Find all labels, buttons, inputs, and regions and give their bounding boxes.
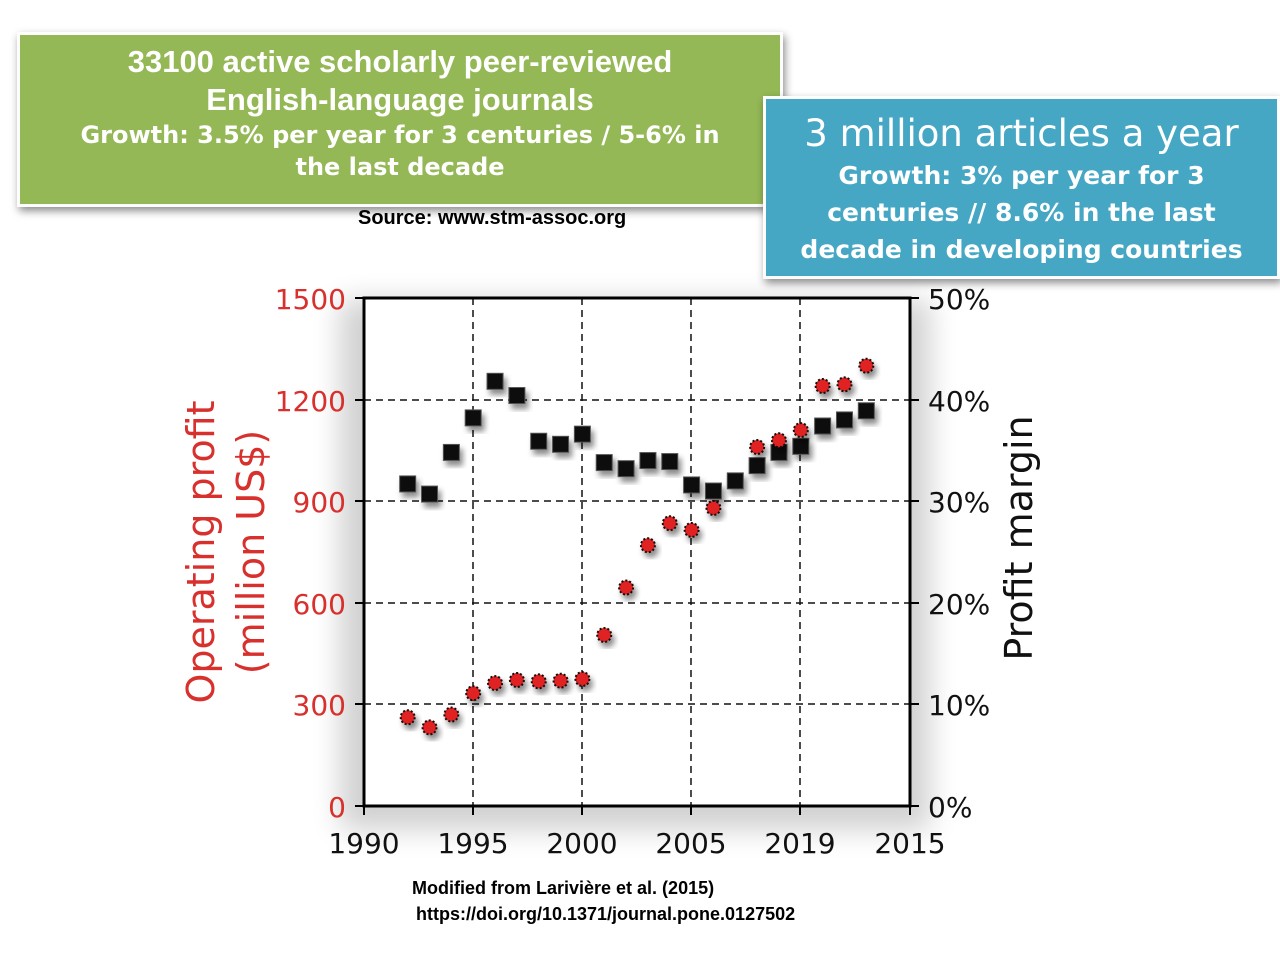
margin-marker xyxy=(442,443,460,461)
left-tick-labels: 1500 1200 900 600 300 0 xyxy=(275,283,346,824)
margin-marker xyxy=(639,452,657,470)
x-tick-label: 2019 xyxy=(764,827,835,860)
left-tick-label: 1200 xyxy=(275,385,346,418)
x-tick-label: 2015 xyxy=(874,827,945,860)
left-tick-label: 900 xyxy=(293,486,346,519)
margin-marker xyxy=(552,435,570,453)
journals-growth-1: Growth: 3.5% per year for 3 centuries / … xyxy=(80,121,720,149)
right-tick-label: 40% xyxy=(928,385,990,418)
left-axis-label-2: (million US$) xyxy=(229,430,273,674)
margin-marker xyxy=(573,425,591,443)
articles-growth-2: centuries // 8.6% in the last xyxy=(827,198,1216,227)
right-tick-label: 10% xyxy=(928,689,990,722)
margin-marker xyxy=(617,460,635,478)
right-axis-label: Profit margin xyxy=(997,415,1041,660)
margin-marker xyxy=(530,432,548,450)
operating-profit-series xyxy=(399,357,875,736)
profit-marker xyxy=(530,673,547,690)
grid xyxy=(364,298,910,806)
profit-marker xyxy=(836,376,853,393)
articles-callout: 3 million articles a year Growth: 3% per… xyxy=(763,96,1280,279)
articles-growth-1: Growth: 3% per year for 3 xyxy=(838,161,1205,190)
margin-marker xyxy=(683,476,701,494)
margin-marker xyxy=(595,454,613,472)
margin-marker xyxy=(486,372,504,390)
x-tick-label: 1995 xyxy=(437,827,508,860)
margin-marker xyxy=(661,453,679,471)
left-tick-label: 0 xyxy=(328,791,346,824)
x-tick-label: 1990 xyxy=(328,827,399,860)
profit-marker xyxy=(814,378,831,395)
profit-marker xyxy=(618,579,635,596)
right-tick-label: 30% xyxy=(928,486,990,519)
left-axis-label-1: Operating profit xyxy=(179,400,223,703)
margin-marker xyxy=(857,402,875,420)
profit-marker xyxy=(770,432,787,449)
margin-marker xyxy=(748,457,766,475)
source-note: Source: www.stm-assoc.org xyxy=(358,207,627,229)
profit-marker xyxy=(465,685,482,702)
credit-line-1: Modified from Larivière et al. (2015) xyxy=(412,878,715,898)
profit-marker xyxy=(574,671,591,687)
margin-marker xyxy=(421,485,439,503)
journals-headline-1: 33100 active scholarly peer-reviewed xyxy=(127,44,673,79)
right-tick-label: 0% xyxy=(928,791,972,824)
margin-marker xyxy=(726,472,744,490)
profit-marker xyxy=(487,675,504,692)
journals-callout: 33100 active scholarly peer-reviewed Eng… xyxy=(17,32,783,207)
profit-marker xyxy=(705,499,722,516)
profit-marker xyxy=(639,537,656,554)
right-tick-labels: 50% 40% 30% 20% 10% 0% xyxy=(928,283,990,824)
profit-marker xyxy=(421,719,438,736)
x-tick-label: 2000 xyxy=(546,827,617,860)
profit-marker xyxy=(596,626,613,643)
profit-marker xyxy=(683,521,700,538)
plot-frame xyxy=(362,296,912,808)
profit-marker xyxy=(858,357,875,374)
axis-ticks xyxy=(355,297,919,815)
margin-marker xyxy=(399,475,417,493)
credit-line-2: https://doi.org/10.1371/journal.pone.012… xyxy=(416,904,796,924)
x-tick-labels: 1990 1995 2000 2005 2019 2015 xyxy=(328,827,945,860)
journals-headline-2: English-language journals xyxy=(206,82,594,117)
profit-marker xyxy=(661,515,678,532)
margin-marker xyxy=(508,387,526,405)
articles-headline: 3 million articles a year xyxy=(804,112,1239,155)
profit-marker xyxy=(552,672,569,689)
profit-marker xyxy=(508,672,525,689)
x-tick-label: 2005 xyxy=(655,827,726,860)
profit-margin-series xyxy=(399,372,875,503)
margin-marker xyxy=(835,411,853,429)
journals-growth-2: the last decade xyxy=(295,153,505,181)
profit-marker xyxy=(443,706,460,723)
margin-marker xyxy=(792,437,810,455)
right-tick-label: 20% xyxy=(928,588,990,621)
margin-marker xyxy=(814,417,832,435)
margin-marker xyxy=(464,409,482,427)
right-tick-label: 50% xyxy=(928,283,990,316)
articles-growth-3: decade in developing countries xyxy=(800,235,1243,264)
profit-marker xyxy=(399,709,416,726)
left-tick-label: 1500 xyxy=(275,283,346,316)
margin-marker xyxy=(704,482,722,500)
profit-marker xyxy=(792,422,809,439)
left-tick-label: 300 xyxy=(293,689,346,722)
profit-marker xyxy=(749,439,766,456)
left-tick-label: 600 xyxy=(293,588,346,621)
